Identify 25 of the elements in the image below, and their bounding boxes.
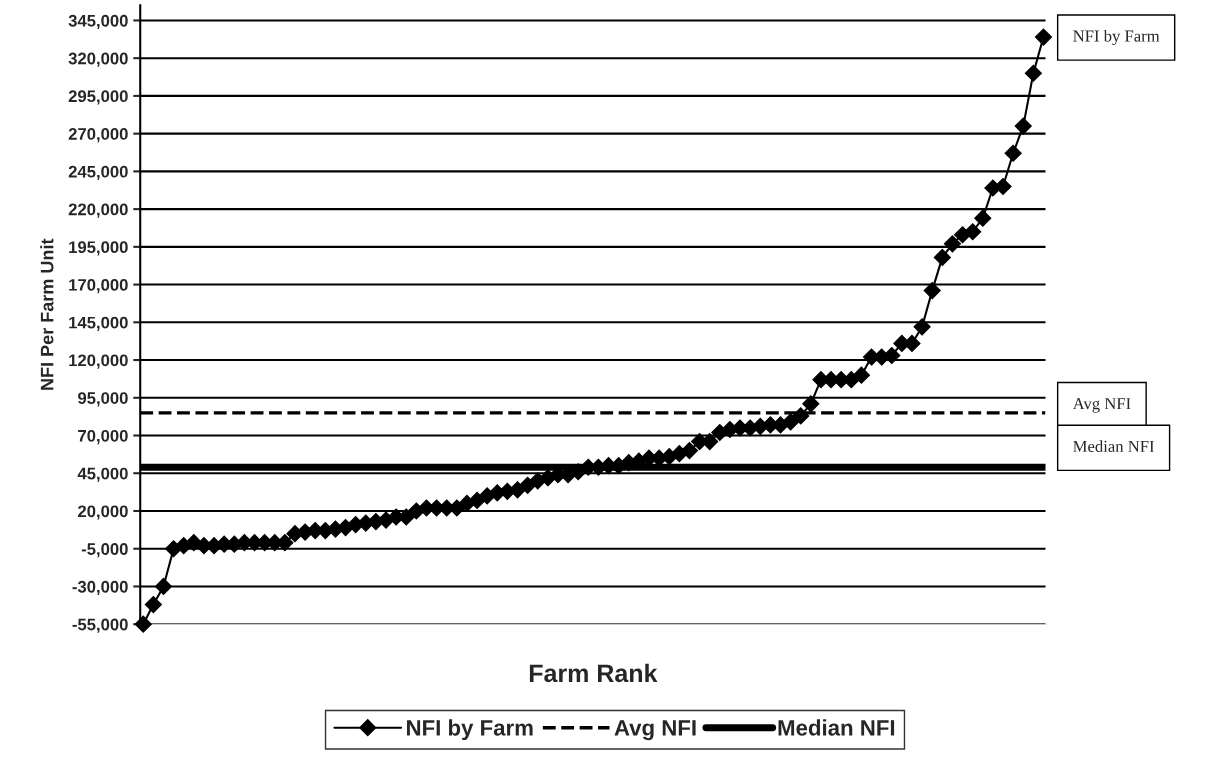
y-tick-label: 320,000 [68,52,128,67]
legend-label: Avg NFI [614,720,696,741]
y-tick-label: 145,000 [69,316,128,331]
text: NFI by Farm [1073,29,1160,46]
y-tick-label: 295,000 [68,90,128,105]
x-axis-title: Farm Rank [529,663,658,683]
y-tick-label: 245,000 [68,165,128,180]
y-axis-title: NFI Per Farm Unit [40,238,54,390]
text: Avg NFI [1072,398,1131,413]
y-tick-label: 345,000 [68,14,128,30]
y-tick-label: 95,000 [78,392,128,407]
y-tick-label: 70,000 [78,429,128,445]
y-tick-label: 120,000 [69,354,128,369]
y-tick-label: -5,000 [81,543,128,558]
y-tick-label: -55,000 [72,618,128,633]
y-tick-label: 45,000 [77,467,128,482]
text: Median NFI [1073,440,1155,452]
y-tick-label: 195,000 [69,241,128,256]
y-tick-label: -30,000 [72,580,128,596]
legend-label: NFI by Farm [407,719,533,741]
legend-label: Median NFI [778,719,895,736]
y-tick-label: 270,000 [68,128,128,143]
y-tick-label: 20,000 [78,505,128,520]
y-tick-label: 220,000 [68,203,128,218]
y-tick-label: 170,000 [69,278,128,294]
